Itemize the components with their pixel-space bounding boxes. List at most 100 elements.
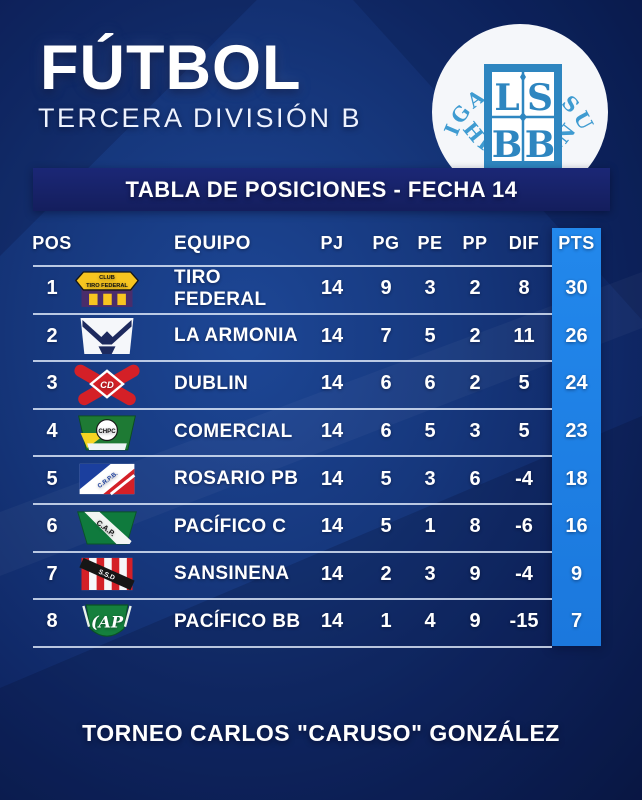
team-name: COMERCIAL [174,420,293,442]
pp-value: 6 [469,467,481,490]
pp-value: 3 [469,420,481,443]
pts-value: 18 [565,467,588,490]
pp-value: 2 [469,372,481,395]
logo-letter-s: S [527,77,553,119]
pg-value: 6 [380,372,392,395]
badge-rosario-pb-icon: C.R.P.B. [79,464,136,496]
svg-text:CLUB: CLUB [99,275,115,281]
row-separator [33,598,552,601]
dif-value: -4 [515,467,533,490]
pj-value: 14 [320,515,344,538]
row-separator [33,360,552,363]
badge-la-armonia-icon [80,318,134,355]
col-header-pj: PJ [320,233,344,253]
dif-value: -15 [509,610,539,633]
col-header-equipo: EQUIPO [174,232,251,254]
team-name: TIRO FEDERAL [174,266,267,310]
col-header-pts: PTS [558,233,595,253]
table-row: 2 LA ARMONIA 14 7 5 2 11 26 [0,313,642,361]
row-separator [33,455,552,458]
row-separator [33,312,552,315]
pts-highlight-column [552,228,601,646]
team-name: LA ARMONIA [174,325,298,347]
pts-value: 24 [565,372,588,395]
position-value: 8 [46,610,58,633]
pe-value: 3 [424,277,436,300]
table-row: 6 C.A.P. PACÍFICO C 14 5 1 8 -6 16 [0,503,642,551]
svg-text:CD: CD [100,380,114,391]
pe-value: 3 [424,562,436,585]
badge-tiro-federal-icon: CLUB TIRO FEDERAL [74,271,140,307]
table-row: 1 CLUB TIRO FEDERAL TIRO FEDERAL 14 9 3 … [0,265,642,313]
pg-value: 9 [380,277,392,300]
badge-pacifico-c-icon: C.A.P. [77,511,137,545]
svg-text:TIRO FEDERAL: TIRO FEDERAL [86,283,128,289]
pe-value: 6 [424,372,436,395]
pp-value: 8 [469,515,481,538]
col-header-pe: PE [417,233,443,253]
row-separator [33,407,552,410]
logo-letter-b2: B [525,124,555,166]
pts-value: 26 [565,324,588,347]
pp-value: 9 [469,610,481,633]
pj-value: 14 [320,467,344,490]
pj-value: 14 [320,562,344,585]
table-row: 7 S.S.D SANSINENA 14 2 3 -4 9 9 [0,551,642,599]
dif-value: 5 [518,372,530,395]
col-header-dif: DIF [508,233,540,253]
table-row: 3 CD DUBLIN 14 6 6 2 5 24 [0,360,642,408]
row-separator [33,503,552,505]
position-value: 2 [46,324,58,347]
row-separator [33,645,552,648]
pj-value: 14 [320,324,344,347]
pts-value: 23 [565,420,588,443]
col-header-pos: POS [32,233,72,253]
table-row: 8 (AP PACÍFICO BB 14 1 4 9 -15 7 [0,598,642,646]
position-value: 7 [46,562,58,585]
pts-value: 16 [565,515,588,538]
pg-value: 7 [380,324,392,347]
pts-value: 7 [570,610,583,633]
pg-value: 1 [380,610,392,633]
position-value: 4 [46,420,58,443]
pj-value: 14 [320,372,344,395]
table-header-row: POS EQUIPO PJ PG PE PP DIF PTS [0,222,642,265]
pj-value: 14 [320,420,344,443]
pp-value: 9 [469,562,481,585]
pp-value: 2 [469,324,481,347]
pe-value: 5 [424,324,436,347]
table-row: 5 C.R.P.B. ROSARIO PB 14 5 3 6 -4 18 [0,455,642,503]
team-name: SANSINENA [174,563,290,585]
table-title-band: TABLA DE POSICIONES - FECHA 14 [33,168,610,211]
table-title: TABLA DE POSICIONES - FECHA 14 [125,176,518,202]
team-name: PACÍFICO C [174,515,287,537]
page-subtitle: TERCERA DIVISIÓN B [38,103,363,133]
position-value: 1 [46,277,58,300]
pe-value: 5 [424,420,436,443]
logo-letter-b1: B [492,124,522,166]
pg-value: 2 [380,562,392,585]
badge-sansinena-icon: S.S.D [79,558,135,591]
pg-value: 5 [380,515,392,538]
dif-value: -4 [515,562,533,585]
dif-value: -6 [515,515,533,538]
col-header-pp: PP [462,233,488,253]
pts-value: 30 [565,277,588,300]
svg-text:CHPC: CHPC [98,428,116,435]
pe-value: 4 [424,610,436,633]
badge-pacifico-bb-icon: (AP [82,604,132,637]
dif-value: 11 [513,324,535,347]
position-value: 3 [46,372,58,395]
pg-value: 5 [380,467,392,490]
liga-del-sur-logo: LIGA DEL SUR BAHIA BLANCA L S B B [426,22,608,168]
page-title: FÚTBOL [40,33,302,103]
team-name: PACÍFICO BB [174,610,301,632]
dif-value: 8 [518,277,530,300]
pj-value: 14 [320,610,344,633]
row-separator [33,265,552,267]
position-value: 5 [46,467,58,490]
row-separator [33,550,552,553]
badge-comercial-icon: CHPC [78,415,136,451]
pg-value: 6 [380,420,392,443]
table-row: 4 CHPC COMERCIAL 14 6 5 3 5 23 [0,408,642,456]
